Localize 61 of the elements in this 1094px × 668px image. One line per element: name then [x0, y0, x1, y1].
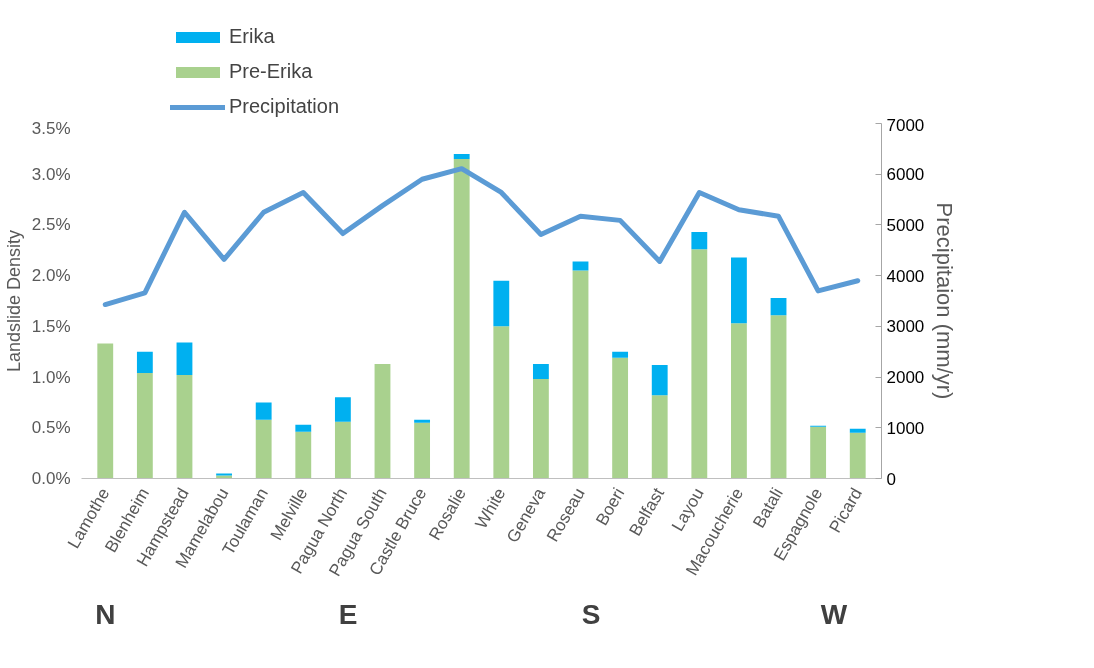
y-tick-label: 0.5%	[31, 418, 71, 438]
bar	[731, 257, 747, 324]
y2-tick-label: 2000	[886, 368, 925, 388]
y2-tick-label: 4000	[886, 266, 925, 286]
bar	[295, 431, 312, 479]
y2-tick-label: 0	[886, 469, 896, 489]
legend-label: Pre-Erika	[229, 60, 313, 83]
text: S	[581, 598, 601, 630]
y-axis-title: Landslide Density	[3, 229, 24, 373]
y-tick-label: 2.5%	[31, 215, 71, 235]
y2-tick-label: 5000	[886, 215, 925, 235]
y2-tick-label: 6000	[886, 165, 925, 185]
bar	[691, 249, 708, 479]
bar	[532, 379, 549, 479]
bar	[97, 343, 114, 479]
bar	[572, 261, 589, 271]
bar	[731, 323, 747, 479]
bar	[295, 424, 312, 432]
bar	[453, 153, 470, 159]
y-tick-label: 0.0%	[31, 469, 71, 488]
y-tick-label: 1.5%	[31, 316, 71, 336]
bar	[255, 402, 272, 420]
y-tick-label: 2.0%	[31, 266, 71, 286]
y-tick-label: 1.0%	[31, 367, 71, 387]
bar	[176, 375, 193, 479]
bar	[136, 373, 153, 479]
bar	[414, 422, 431, 479]
bar	[810, 426, 827, 479]
y2-tick-label: 7000	[886, 115, 925, 135]
text: W	[820, 598, 848, 630]
bar	[572, 270, 589, 479]
y-tick-label: 3.5%	[31, 118, 71, 138]
y-tick-label: 3.0%	[31, 164, 71, 184]
text: N	[95, 598, 116, 630]
bar	[453, 159, 470, 479]
bar	[651, 364, 668, 396]
bar	[176, 342, 193, 376]
y2-tick-label: 3000	[886, 317, 925, 337]
bar	[770, 315, 787, 479]
bar	[770, 297, 787, 316]
bar	[414, 419, 431, 423]
bar	[374, 363, 391, 479]
bar	[691, 232, 708, 250]
legend-label: Precipitation	[229, 95, 340, 118]
bar	[849, 428, 866, 433]
bar	[612, 351, 629, 358]
legend-label: Erika	[229, 25, 275, 48]
bar	[651, 395, 668, 479]
bar	[493, 280, 510, 327]
bar	[532, 363, 549, 380]
bar	[849, 432, 866, 479]
bar	[493, 326, 510, 479]
text: E	[338, 598, 358, 630]
bar	[255, 419, 272, 479]
bar	[334, 397, 351, 422]
bar	[612, 357, 629, 479]
x-tick-label: Boeri	[592, 484, 629, 529]
bar	[136, 351, 153, 374]
y2-tick-label: 1000	[886, 418, 925, 438]
y2-axis-title: Precipitaion (mm/yr)	[932, 202, 958, 400]
bar	[334, 421, 351, 479]
